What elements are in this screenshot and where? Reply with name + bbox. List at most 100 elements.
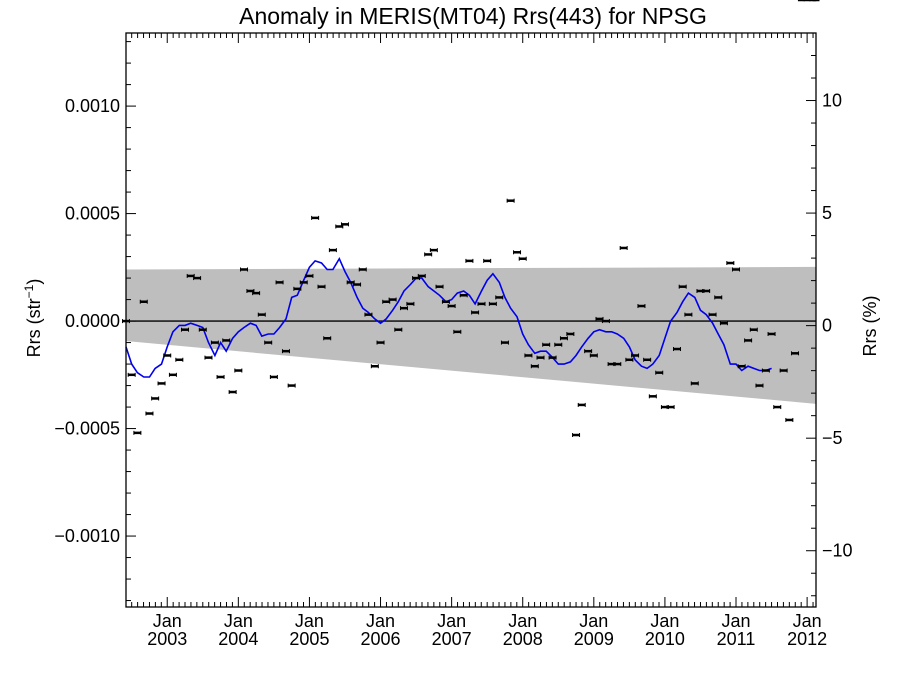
data-point	[589, 353, 598, 358]
data-point	[299, 280, 308, 285]
data-point	[127, 372, 136, 377]
data-point	[151, 396, 160, 401]
data-point	[394, 327, 403, 332]
x-tick-label-year: 2011	[717, 629, 756, 649]
data-point	[477, 301, 486, 306]
y-right-tick-label: 10	[822, 91, 842, 111]
plot-area: Jan2003Jan2004Jan2005Jan2006Jan2007Jan20…	[54, 0, 853, 649]
data-point	[773, 405, 782, 410]
x-tick-label-year: 2010	[645, 629, 685, 649]
data-point	[518, 256, 527, 261]
x-tick-label-month: Jan	[793, 611, 822, 631]
data-point	[139, 299, 148, 304]
y-axis-label-left: Rrs (str−1)	[22, 279, 44, 358]
chart-title: Anomaly in MERIS(MT04) Rrs(443) for NPSG	[239, 3, 707, 29]
data-point	[749, 327, 758, 332]
data-point	[719, 321, 728, 326]
data-point	[181, 327, 190, 332]
data-point	[631, 353, 640, 358]
data-point	[506, 198, 515, 203]
data-point	[708, 312, 717, 317]
data-point	[577, 402, 586, 407]
uncertainty-band	[126, 266, 816, 404]
data-point	[145, 411, 154, 416]
data-point	[584, 349, 593, 354]
data-point	[198, 327, 207, 332]
data-point	[655, 370, 664, 375]
data-point	[269, 374, 278, 379]
data-point	[737, 364, 746, 369]
data-point	[613, 362, 622, 367]
data-point	[328, 248, 337, 253]
data-point	[257, 312, 266, 317]
data-point	[168, 372, 177, 377]
data-point	[572, 433, 581, 438]
data-point	[370, 364, 379, 369]
y-left-tick-label: 0.0010	[65, 96, 120, 116]
data-point	[435, 284, 444, 289]
data-point	[447, 304, 456, 309]
data-point	[441, 299, 450, 304]
data-point	[673, 347, 682, 352]
data-point	[311, 215, 320, 220]
data-point	[548, 355, 557, 360]
data-point	[755, 383, 764, 388]
x-tick-label-year: 2006	[361, 629, 401, 649]
data-point	[264, 340, 273, 345]
y-right-tick-label: −5	[822, 428, 843, 448]
data-point	[744, 338, 753, 343]
data-point	[483, 258, 492, 263]
y-left-tick-label: 0.0000	[65, 311, 120, 331]
data-point	[495, 295, 504, 300]
data-point	[648, 394, 657, 399]
y-right-tick-label: 5	[822, 203, 832, 223]
data-point	[732, 267, 741, 272]
y-axis-label-left-superscript: −1	[22, 284, 36, 298]
data-point	[163, 353, 172, 358]
x-tick-label-month: Jan	[224, 611, 253, 631]
x-tick-label-year: 2012	[787, 629, 827, 649]
data-point	[513, 250, 522, 255]
y-right-tick-label: 0	[822, 316, 832, 336]
data-point	[471, 310, 480, 315]
data-point	[601, 319, 610, 324]
x-tick-label-year: 2007	[432, 629, 472, 649]
data-point	[275, 280, 284, 285]
data-point	[399, 306, 408, 311]
x-tick-label-year: 2003	[147, 629, 187, 649]
data-point	[536, 355, 545, 360]
data-point	[287, 383, 296, 388]
x-tick-label-month: Jan	[366, 611, 395, 631]
data-point	[761, 368, 770, 373]
y-left-tick-label: 0.0005	[65, 204, 120, 224]
data-point	[559, 336, 568, 341]
data-point	[210, 340, 219, 345]
x-tick-label-month: Jan	[437, 611, 466, 631]
data-point	[222, 338, 231, 343]
data-point	[554, 342, 563, 347]
x-tick-label-year: 2008	[503, 629, 543, 649]
data-point	[726, 261, 735, 266]
data-point	[619, 245, 628, 250]
data-point	[305, 273, 314, 278]
data-point	[157, 381, 166, 386]
data-point	[424, 252, 433, 257]
data-point	[234, 368, 243, 373]
x-tick-label-month: Jan	[295, 611, 324, 631]
data-point	[228, 390, 237, 395]
data-point	[453, 329, 462, 334]
data-point	[678, 284, 687, 289]
y-left-tick-label: −0.0010	[54, 526, 120, 546]
data-point	[429, 248, 438, 253]
plot-frame	[125, 32, 817, 608]
data-point	[637, 304, 646, 309]
x-tick-label-year: 2009	[574, 629, 614, 649]
data-point	[388, 297, 397, 302]
data-point	[417, 273, 426, 278]
data-point	[204, 355, 213, 360]
data-point	[625, 357, 634, 362]
x-tick-label-year: 2004	[218, 629, 258, 649]
data-point	[714, 295, 723, 300]
y-right-tick-label: −10	[822, 541, 853, 561]
